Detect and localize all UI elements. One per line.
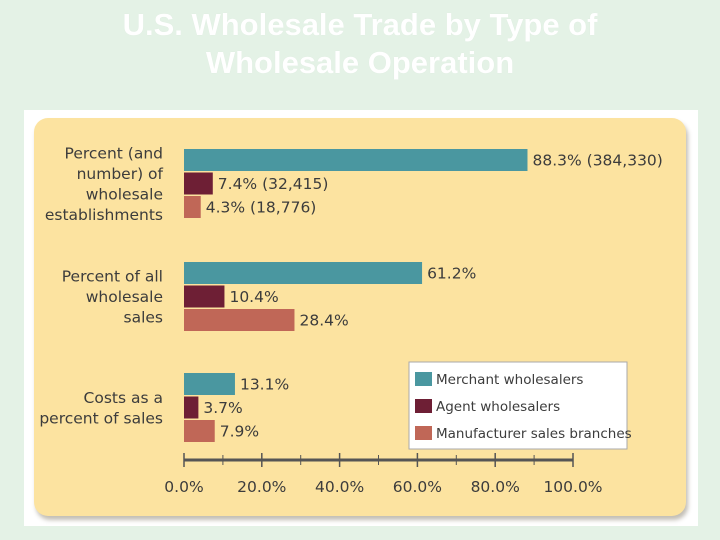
value-label-3-2: 28.4% — [299, 312, 348, 330]
category-label-1-line-4: establishments — [45, 206, 163, 224]
x-tick-label-2: 20.0% — [237, 478, 286, 496]
category-label-1-line-3: wholesale — [86, 185, 163, 203]
legend-label-2: Agent wholesalers — [436, 399, 560, 415]
x-tick-label-6: 100.0% — [543, 478, 602, 496]
bar-1-2 — [184, 262, 423, 284]
bar-2-3 — [184, 396, 199, 419]
legend-swatch-1 — [415, 372, 432, 386]
value-label-3-1: 4.3% (18,776) — [206, 199, 317, 217]
bar-1-3 — [184, 373, 235, 395]
x-tick-label-3: 40.0% — [315, 478, 364, 496]
bar-2-1 — [184, 172, 213, 195]
bar-1-1 — [184, 149, 528, 171]
wholesale-chart: 88.3% (384,330) 61.2% 13.1% 7.4% (32,415) 10… — [39, 144, 663, 496]
x-tick-label-4: 60.0% — [393, 478, 442, 496]
legend-box — [408, 361, 628, 450]
category-label-2-line-3: sales — [124, 309, 164, 327]
slide-title-line-2: Wholesale Operation — [205, 45, 515, 80]
category-label-3-line-1: Costs as a — [84, 389, 163, 407]
value-label-1-2: 61.2% — [427, 265, 476, 283]
bar-3-1 — [184, 196, 201, 218]
category-label-2-line-1: Percent of all — [62, 268, 163, 286]
value-label-2-3: 3.7% — [203, 399, 242, 417]
legend-swatch-3 — [415, 426, 432, 440]
value-label-1-3: 13.1% — [240, 376, 289, 394]
category-label-3-line-2: percent of sales — [39, 409, 163, 427]
legend-label-3: Manufacturer sales branches — [436, 426, 632, 442]
value-label-2-2: 10.4% — [229, 288, 278, 306]
legend-swatch-2 — [415, 399, 432, 413]
value-label-1-1: 88.3% (384,330) — [532, 152, 662, 170]
value-label-3-3: 7.9% — [220, 423, 259, 441]
figure-frame: 88.3% (384,330) 61.2% 13.1% 7.4% (32,415) 10… — [24, 110, 698, 526]
category-label-1-line-2: number) of — [77, 165, 164, 183]
x-tick-label-5: 80.0% — [471, 478, 520, 496]
legend-label-1: Merchant wholesalers — [436, 372, 583, 388]
slide-title: U.S. Wholesale Trade by Type of Wholesal… — [0, 6, 720, 82]
value-label-2-1: 7.4% (32,415) — [218, 175, 329, 193]
x-tick-label-1: 0.0% — [164, 478, 203, 496]
bar-3-3 — [184, 420, 215, 442]
slide-title-line-1: U.S. Wholesale Trade by Type of — [122, 7, 598, 42]
bar-3-2 — [184, 309, 295, 331]
bar-2-2 — [184, 285, 225, 308]
category-label-2-line-2: wholesale — [86, 288, 163, 306]
category-label-1-line-1: Percent (and — [65, 144, 163, 162]
chart-panel — [34, 118, 686, 516]
